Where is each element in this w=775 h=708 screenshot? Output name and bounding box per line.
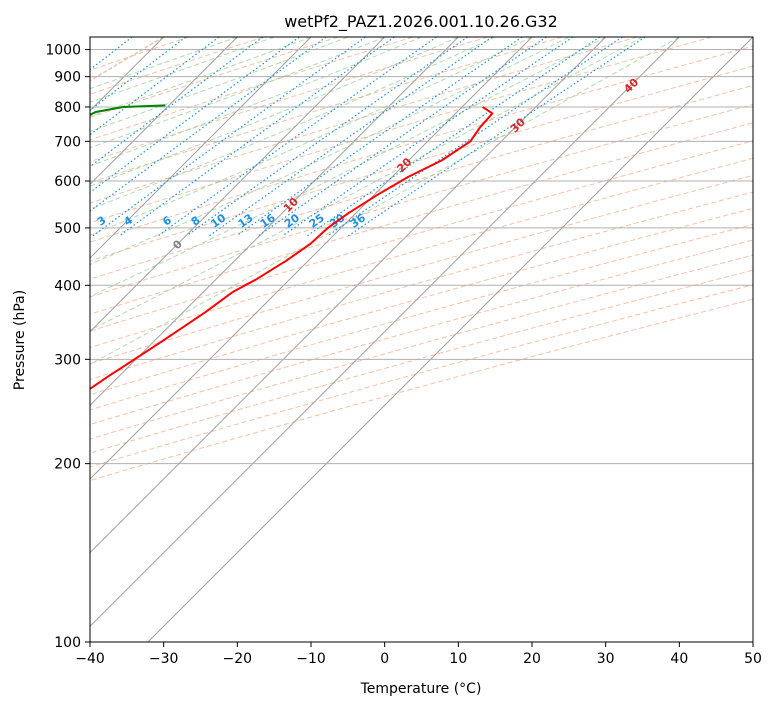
- moist-adiabat: [90, 37, 459, 187]
- mixing-ratio-line: [327, 37, 623, 237]
- moist-adiabat: [90, 37, 533, 236]
- y-tick-label: 1000: [45, 43, 81, 59]
- x-tick-label: −10: [296, 651, 326, 667]
- y-tick-label: 600: [54, 174, 81, 190]
- x-tick-label: −40: [75, 651, 105, 667]
- dry-adiabat: [90, 207, 753, 396]
- isotherm-line: [147, 37, 753, 642]
- isotherm-line: [90, 37, 533, 480]
- x-tick-label: 10: [449, 651, 467, 667]
- isotherm-line: [90, 37, 238, 186]
- background-lines: [90, 37, 753, 642]
- mixing-ratio-line: [282, 37, 574, 237]
- mixing-ratio-line: [92, 37, 366, 237]
- dry-adiabat: [90, 284, 753, 468]
- dry-adiabat: [90, 84, 753, 280]
- moist-adiabat: [90, 37, 385, 149]
- dry-adiabat: [90, 65, 753, 262]
- y-axis: 1000 900 800 700 600 500 400 300 200 100: [45, 43, 90, 651]
- y-tick-label: 300: [54, 352, 81, 368]
- x-tick-label: 30: [597, 651, 615, 667]
- isotherm-line: [90, 37, 386, 333]
- x-tick-label: 20: [523, 651, 541, 667]
- y-tick-label: 800: [54, 100, 81, 116]
- mixing-ratio-line: [186, 37, 468, 237]
- temperature-profile-line: [90, 106, 494, 391]
- x-tick-label: −30: [149, 651, 179, 667]
- y-tick-label: 100: [54, 635, 81, 651]
- dry-adiabat: [90, 45, 753, 243]
- dry-adiabat: [90, 37, 488, 163]
- chart-title: wetPf2_PAZ1.2026.001.10.26.G32: [284, 12, 558, 32]
- x-tick-label: 0: [380, 651, 389, 667]
- dry-adiabat: [90, 223, 753, 411]
- dry-adiabat: [90, 37, 414, 141]
- x-axis-label: Temperature (°C): [360, 681, 482, 697]
- dry-adiabat: [90, 122, 753, 315]
- isotherm-line: [90, 37, 312, 259]
- mixing-ratio-line: [119, 37, 395, 237]
- y-tick-label: 900: [54, 70, 81, 86]
- x-tick-label: 40: [670, 651, 688, 667]
- dry-adiabat: [90, 37, 638, 204]
- moist-adiabat: [90, 37, 496, 210]
- mixing-ratio-line: [157, 37, 437, 237]
- plot-area: 0.10.20.40.611.52346810131620253036-100-…: [90, 37, 753, 642]
- y-tick-label: 200: [54, 457, 81, 473]
- moist-adiabat: [90, 37, 606, 297]
- y-tick-label: 700: [54, 134, 81, 150]
- isotherm-line: [90, 37, 680, 628]
- y-tick-label: 400: [54, 278, 81, 294]
- isotherm-line: [90, 37, 459, 407]
- mixing-ratio-line: [348, 37, 646, 237]
- y-tick-label: 500: [54, 221, 81, 237]
- dry-adiabat: [90, 103, 753, 298]
- dry-adiabat: [90, 37, 563, 184]
- x-tick-label: 50: [744, 651, 762, 667]
- dry-adiabat: [90, 298, 753, 482]
- y-axis-label: Pressure (hPa): [12, 290, 28, 390]
- dry-adiabat: [90, 174, 753, 365]
- dry-adiabat: [90, 37, 712, 224]
- x-tick-label: −20: [223, 651, 253, 667]
- dry-adiabat: [90, 254, 753, 440]
- isotherm-line: [90, 37, 607, 554]
- moist-adiabat: [90, 37, 643, 331]
- mixing-ratio-line: [208, 37, 493, 237]
- x-axis: −40 −30 −20 −10 0 10 20 30 40 50: [75, 642, 762, 667]
- moist-adiabat: [90, 37, 570, 265]
- mixing-ratio-line: [90, 37, 327, 212]
- plot-frame: [89, 36, 754, 643]
